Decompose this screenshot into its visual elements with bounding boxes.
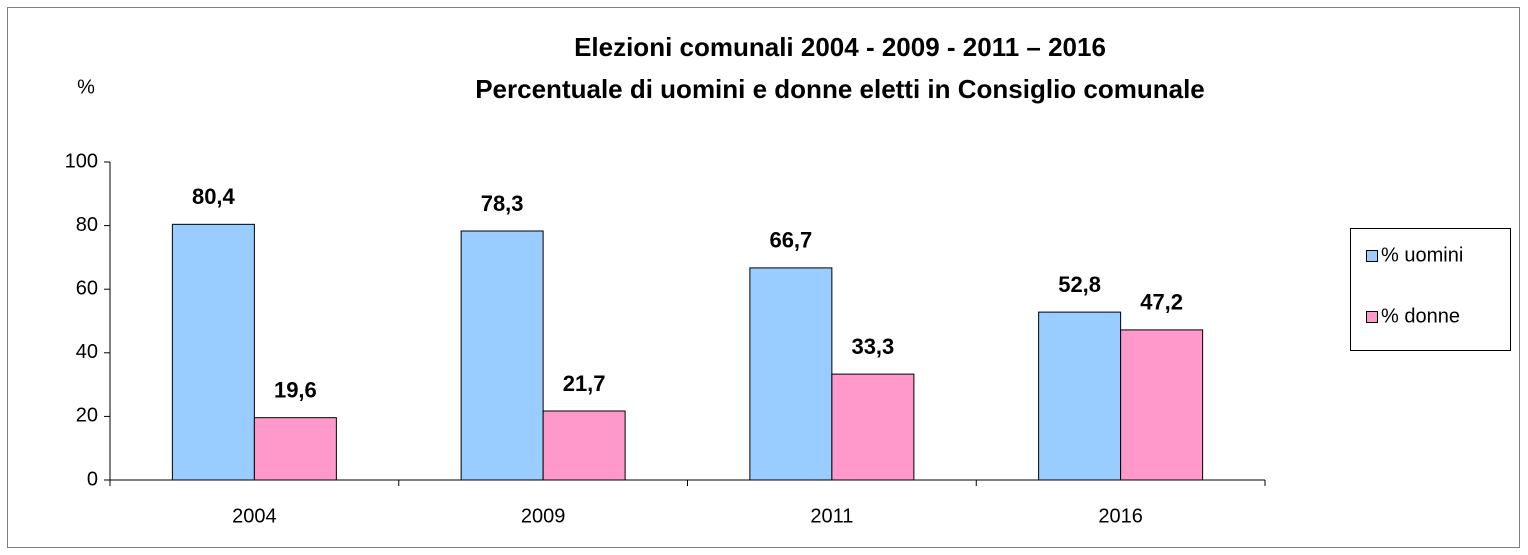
value-label: 80,4 [192,184,236,209]
legend-label: % uomini [1381,244,1463,266]
bar [171,223,255,481]
x-tick-label: 2009 [521,505,566,527]
value-label: 21,7 [563,371,606,396]
legend-label: % donne [1381,305,1460,327]
bar [831,373,915,481]
bar [1120,329,1204,481]
value-label: 66,7 [769,228,812,253]
bar [253,417,337,481]
legend-box [1350,228,1511,351]
y-tick-label: 60 [76,277,98,299]
y-tick-label: 20 [76,405,98,427]
value-label: 78,3 [481,191,524,216]
y-tick-label: 100 [65,150,98,172]
chart-title: Elezioni comunali 2004 - 2009 - 2011 – 2… [574,32,1106,62]
value-label: 19,6 [274,377,317,402]
y-tick-label: 40 [76,341,98,363]
x-tick-label: 2016 [1098,505,1143,527]
value-label: 47,2 [1140,290,1183,315]
bar [542,410,626,481]
x-tick-label: 2004 [232,505,277,527]
bar [749,267,833,481]
y-tick-label: 0 [87,468,98,490]
legend-swatch [1366,250,1378,262]
legend-swatch [1366,311,1378,323]
value-label: 33,3 [851,334,894,359]
bar [1038,311,1122,481]
value-label: 52,8 [1058,272,1101,297]
y-axis-label: % [77,76,95,98]
chart-subtitle: Percentuale di uomini e donne eletti in … [475,74,1205,104]
y-tick-label: 80 [76,214,98,236]
bar [460,230,544,481]
x-tick-label: 2011 [810,505,853,527]
